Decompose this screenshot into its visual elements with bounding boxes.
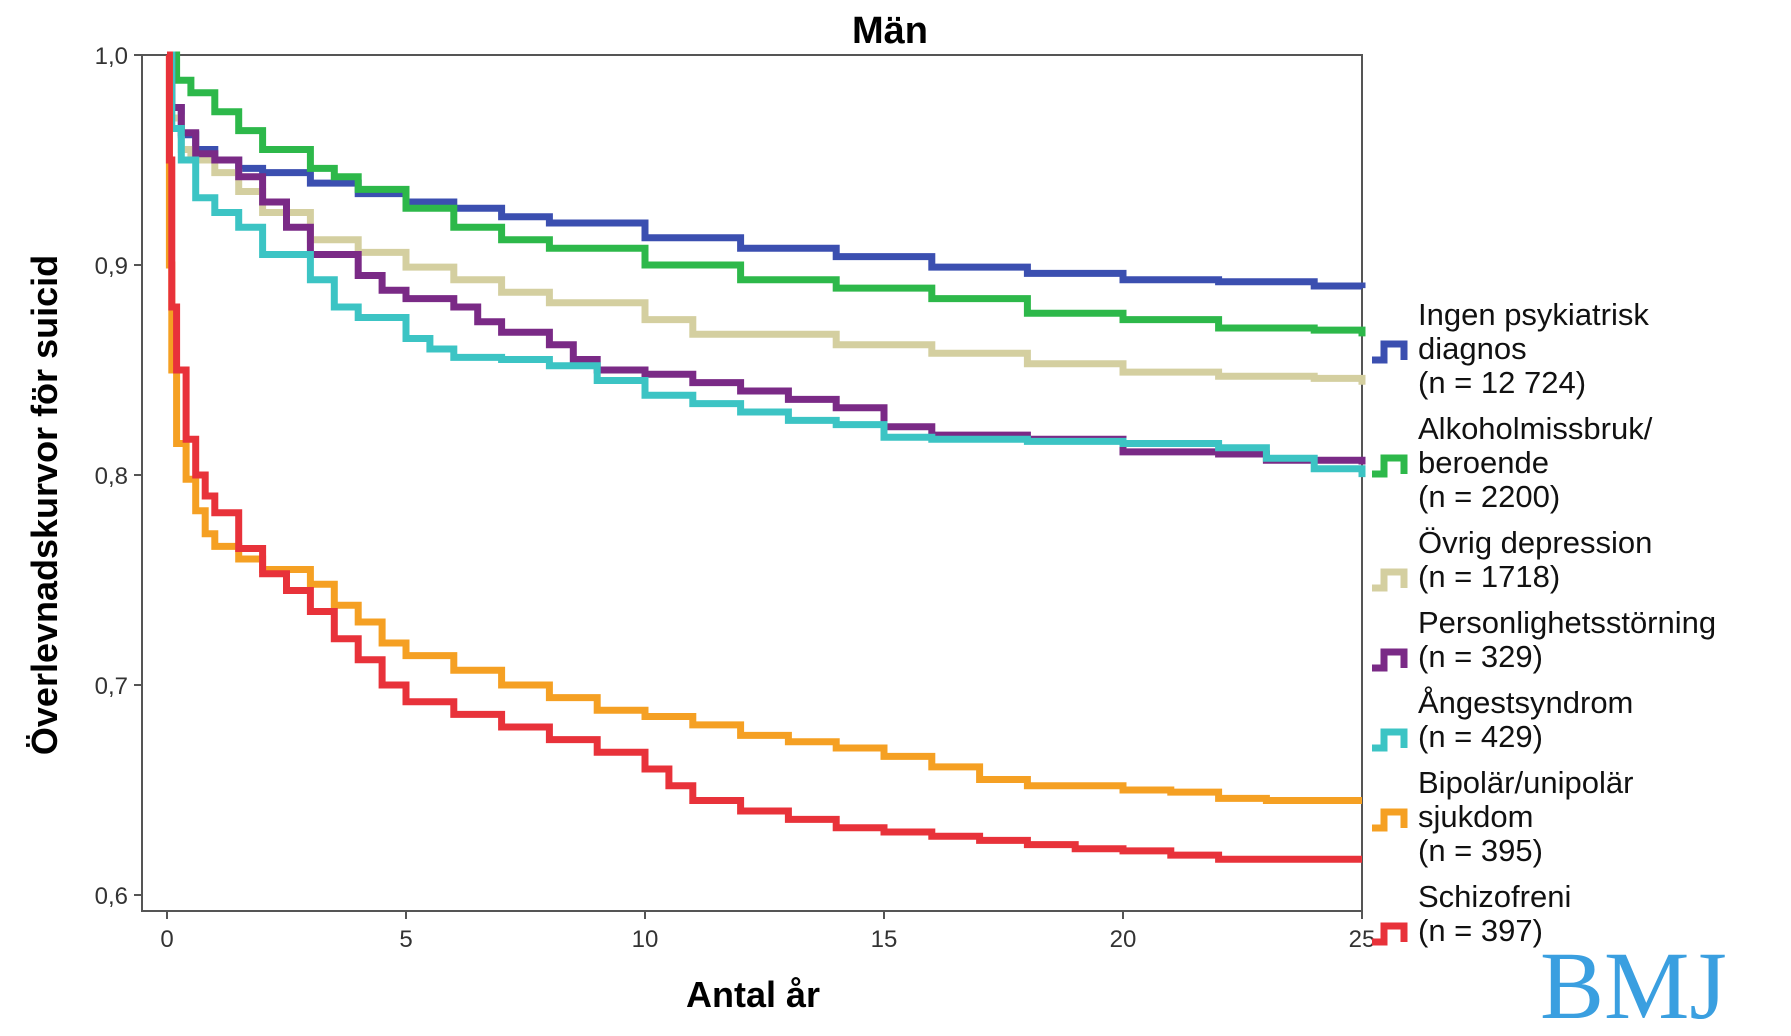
legend-label: (n = 395) (1418, 833, 1543, 868)
x-axis-label: Antal år (686, 974, 820, 1015)
series-line-5 (165, 51, 1362, 804)
chart-title: Män (852, 10, 928, 52)
legend-label: (n = 429) (1418, 719, 1543, 754)
x-tick-label: 25 (1349, 926, 1376, 953)
legend-label: Alkoholmissbruk/ (1418, 411, 1653, 446)
y-axis-label: Överlevnadskurvor för suicid (24, 255, 65, 755)
legend-label: Ångestsyndrom (1418, 685, 1633, 720)
legend-label: (n = 397) (1418, 913, 1543, 948)
legend-entry-2: Övrig depression(n = 1718) (1372, 525, 1652, 594)
bmj-logo: BMJ (1540, 932, 1727, 1036)
legend-entry-1: Alkoholmissbruk/beroende(n = 2200) (1372, 411, 1653, 514)
series-line-0 (167, 51, 1366, 290)
legend-label: Övrig depression (1418, 525, 1652, 560)
axis-ticks: 0 5 10 15 20 25 0,6 0,7 0,8 0,9 1,0 (95, 43, 1376, 953)
legend-label: diagnos (1418, 331, 1527, 366)
legend-entry-3: Personlighetsstörning(n = 329) (1372, 605, 1716, 674)
survival-curves (165, 51, 1366, 863)
legend-entry-6: Schizofreni(n = 397) (1372, 879, 1571, 948)
legend-label: Personlighetsstörning (1418, 605, 1716, 640)
legend-label: (n = 329) (1418, 639, 1543, 674)
legend-label: (n = 1718) (1418, 559, 1560, 594)
legend-label: Ingen psykiatrisk (1418, 297, 1649, 332)
y-tick-label: 0,9 (95, 253, 128, 280)
legend-swatch (1372, 648, 1408, 672)
x-tick-label: 20 (1110, 926, 1137, 953)
legend-label: (n = 2200) (1418, 479, 1560, 514)
series-line-6 (165, 51, 1362, 863)
legend-label: beroende (1418, 445, 1549, 480)
legend-swatch (1372, 340, 1408, 364)
legend-label: Schizofreni (1418, 879, 1571, 914)
plot-area-frame (141, 54, 1363, 912)
y-tick-label: 0,8 (95, 463, 128, 490)
series-line-4 (167, 51, 1366, 478)
legend-label: (n = 12 724) (1418, 365, 1586, 400)
legend-entry-4: Ångestsyndrom(n = 429) (1372, 685, 1633, 754)
legend-swatch (1372, 568, 1408, 592)
x-tick-label: 10 (632, 926, 659, 953)
y-tick-label: 0,7 (95, 673, 128, 700)
legend-swatch (1372, 922, 1408, 946)
legend-swatch (1372, 808, 1408, 832)
x-tick-label: 15 (871, 926, 898, 953)
x-tick-label: 0 (160, 926, 173, 953)
series-line-3 (167, 51, 1366, 465)
legend-label: Bipolär/unipolär (1418, 765, 1633, 800)
series-line-1 (167, 51, 1366, 337)
legend-swatch (1372, 728, 1408, 752)
y-tick-label: 0,6 (95, 883, 128, 910)
legend-label: sjukdom (1418, 799, 1533, 834)
series-line-2 (167, 51, 1366, 385)
y-tick-label: 1,0 (95, 43, 128, 70)
legend-swatch (1372, 454, 1408, 478)
x-tick-label: 5 (399, 926, 412, 953)
